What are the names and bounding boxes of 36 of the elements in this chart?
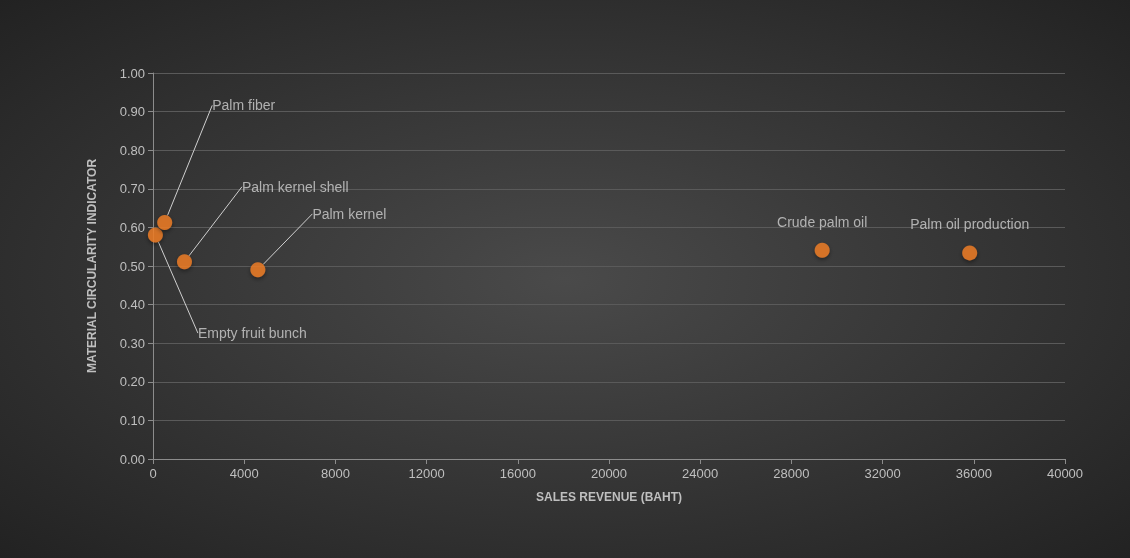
x-tick-label: 40000 bbox=[1046, 466, 1084, 481]
annotation: Empty fruit bunch bbox=[197, 325, 307, 342]
point bbox=[250, 262, 266, 278]
annotation: Crude palm oil bbox=[777, 213, 868, 230]
annotation: Palm oil production bbox=[910, 216, 1030, 233]
y-tick-label: 1.00 bbox=[119, 65, 145, 81]
x-tick-label: 4000 bbox=[229, 466, 259, 481]
y-tick-label: 0.60 bbox=[119, 219, 145, 235]
x-tick-label: 0 bbox=[149, 466, 157, 481]
y-tick-label: 0.10 bbox=[119, 412, 145, 428]
y-tick-label: 0.90 bbox=[119, 104, 145, 120]
x-tick-label: 32000 bbox=[864, 466, 901, 481]
y-tick-label: 0.20 bbox=[119, 374, 145, 390]
point bbox=[147, 227, 163, 243]
x-tick-label: 24000 bbox=[682, 466, 719, 481]
point bbox=[157, 214, 173, 230]
annotation: Palm kernel shell bbox=[241, 178, 349, 195]
x-tick-label: 28000 bbox=[773, 466, 810, 481]
y-tick-label: 0.00 bbox=[119, 451, 145, 467]
x-axis-title: SALES REVENUE (BAHT) bbox=[535, 490, 683, 504]
x-tick-label: 16000 bbox=[499, 466, 536, 481]
x-tick-label: 20000 bbox=[590, 466, 628, 481]
x-tick-label: 8000 bbox=[320, 466, 350, 481]
point bbox=[814, 242, 830, 258]
point bbox=[176, 254, 192, 270]
x-tick-label: 36000 bbox=[955, 466, 992, 481]
point bbox=[962, 245, 978, 261]
x-tick-label: 12000 bbox=[408, 466, 445, 481]
annotation: Palm fiber bbox=[212, 97, 276, 114]
y-axis-title: MATERIAL CIRCULARITY INDICATOR bbox=[85, 158, 99, 374]
y-tick-label: 0.40 bbox=[119, 297, 145, 313]
y-tick-label: 0.50 bbox=[119, 258, 145, 274]
y-tick-label: 0.80 bbox=[119, 142, 145, 158]
y-tick-label: 0.70 bbox=[119, 181, 145, 197]
y-tick-label: 0.30 bbox=[119, 335, 145, 351]
annotation: Palm kernel bbox=[312, 205, 387, 222]
